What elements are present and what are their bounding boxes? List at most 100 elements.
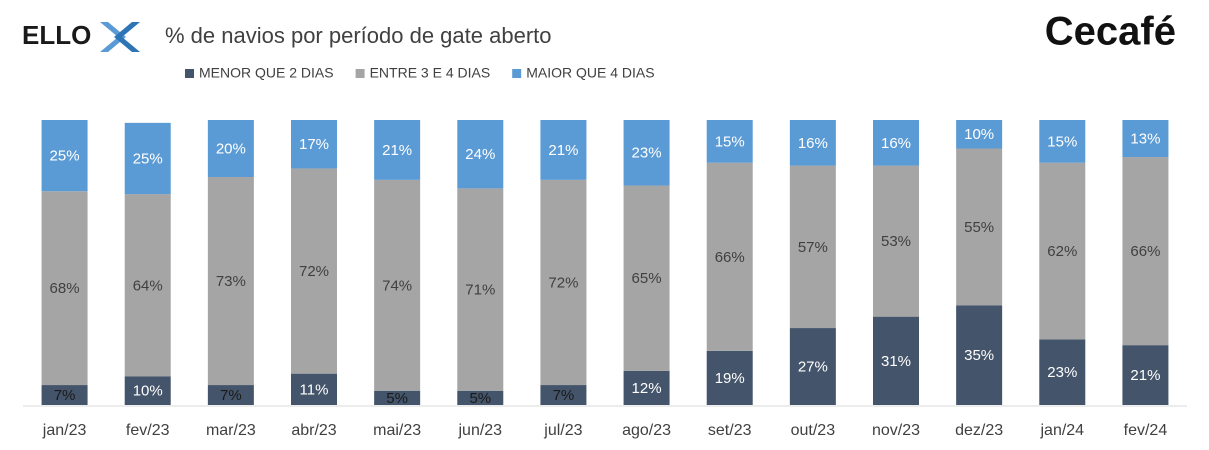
- data-label: 15%: [1047, 133, 1077, 150]
- data-label: 16%: [881, 135, 911, 152]
- legend-label: MENOR QUE 2 DIAS: [199, 65, 334, 81]
- bar-segment: [1122, 157, 1169, 346]
- bar-segment: [1122, 345, 1169, 405]
- x-tick-label: mar/23: [206, 422, 256, 439]
- bar-segment: [457, 120, 504, 189]
- bar-segment: [457, 390, 504, 405]
- data-label: 53%: [881, 233, 911, 250]
- data-label: 66%: [1130, 243, 1160, 260]
- bar-segment: [623, 370, 670, 405]
- x-tick-label: abr/23: [291, 422, 336, 439]
- x-tick-label: dez/23: [955, 422, 1003, 439]
- bar-segment: [374, 120, 421, 180]
- data-label: 10%: [964, 126, 994, 143]
- x-tick-label: set/23: [708, 422, 752, 439]
- x-tick-label: fev/24: [1124, 422, 1168, 439]
- data-label: 20%: [216, 140, 246, 157]
- data-label: 74%: [382, 277, 412, 294]
- bar-segment: [124, 122, 171, 195]
- x-tick-label: mai/23: [373, 422, 421, 439]
- legend-label: ENTRE 3 E 4 DIAS: [370, 65, 491, 81]
- bar-segment: [207, 385, 254, 405]
- data-label: 21%: [1130, 367, 1160, 384]
- data-label: 31%: [881, 353, 911, 370]
- bar-segment: [207, 120, 254, 177]
- x-tick-label: ago/23: [622, 422, 671, 439]
- data-label: 57%: [798, 239, 828, 256]
- data-label: 12%: [632, 380, 662, 397]
- bar-segment: [956, 120, 1003, 149]
- x-tick-label: out/23: [791, 422, 836, 439]
- data-label: 17%: [299, 136, 329, 153]
- x-tick-label: nov/23: [872, 422, 920, 439]
- logo-icon: [100, 22, 126, 52]
- x-tick-label: jan/24: [1039, 422, 1084, 439]
- x-tick-label: jun/23: [457, 422, 502, 439]
- bar-segment: [124, 376, 171, 405]
- chart-title: % de navios por período de gate aberto: [165, 23, 552, 48]
- data-label: 62%: [1047, 243, 1077, 260]
- bar-segment: [789, 120, 836, 166]
- legend-swatch: [355, 69, 365, 78]
- logo-cecafe: Cecafé: [1045, 10, 1176, 54]
- bar-segment: [291, 373, 337, 405]
- bar-segment: [706, 162, 753, 351]
- data-label: 10%: [133, 383, 163, 400]
- bar-segment: [873, 316, 919, 405]
- data-label: 72%: [299, 263, 329, 280]
- logo-icon: [114, 22, 140, 52]
- bar-segment: [956, 148, 1003, 306]
- bar-segment: [1039, 120, 1086, 163]
- bar-segment: [1039, 162, 1086, 340]
- legend-label: MAIOR QUE 4 DIAS: [526, 65, 654, 81]
- bar-segment: [41, 385, 88, 405]
- x-tick-label: fev/23: [126, 422, 170, 439]
- legend-swatch: [185, 69, 194, 78]
- data-label: 21%: [548, 142, 578, 159]
- logo-text: ELLO: [22, 20, 91, 50]
- data-label: 23%: [1047, 364, 1077, 381]
- bar-segment: [457, 188, 504, 391]
- data-label: 66%: [715, 249, 745, 266]
- bar-segment: [291, 120, 337, 169]
- data-label: 21%: [382, 142, 412, 159]
- bar-segment: [291, 168, 337, 374]
- data-label: 35%: [964, 347, 994, 364]
- bar-segment: [873, 120, 919, 166]
- bar-segment: [706, 350, 753, 405]
- data-label: 25%: [133, 150, 163, 167]
- data-label: 16%: [798, 135, 828, 152]
- data-label: 11%: [300, 381, 329, 398]
- bar-segment: [1039, 339, 1086, 405]
- bar-segment: [374, 179, 421, 391]
- bar-segment: [374, 390, 421, 405]
- data-label: 25%: [50, 148, 80, 165]
- data-label: 5%: [469, 390, 491, 407]
- x-tick-label: jul/23: [543, 422, 582, 439]
- data-label: 73%: [216, 273, 246, 290]
- bar-segment: [124, 194, 171, 377]
- data-label: 23%: [632, 145, 662, 162]
- data-label: 65%: [632, 270, 662, 287]
- bar-segment: [706, 120, 753, 163]
- data-label: 7%: [220, 387, 242, 404]
- data-label: 7%: [553, 387, 575, 404]
- data-label: 5%: [386, 390, 408, 407]
- x-tick-label: jan/23: [42, 422, 87, 439]
- data-label: 7%: [54, 387, 76, 404]
- data-label: 64%: [133, 277, 163, 294]
- data-label: 27%: [798, 358, 828, 375]
- logo-ello: ELLO: [22, 20, 140, 52]
- data-label: 55%: [964, 219, 994, 236]
- bar-segment: [41, 191, 88, 386]
- data-label: 68%: [50, 280, 80, 297]
- bar-segment: [540, 385, 587, 405]
- bar-segment: [623, 120, 670, 186]
- bar-segment: [540, 120, 587, 180]
- bar-segment: [956, 305, 1003, 405]
- data-label: 72%: [548, 274, 578, 291]
- data-label: 15%: [715, 133, 745, 150]
- bar-segment: [540, 179, 587, 386]
- bar-segment: [789, 328, 836, 405]
